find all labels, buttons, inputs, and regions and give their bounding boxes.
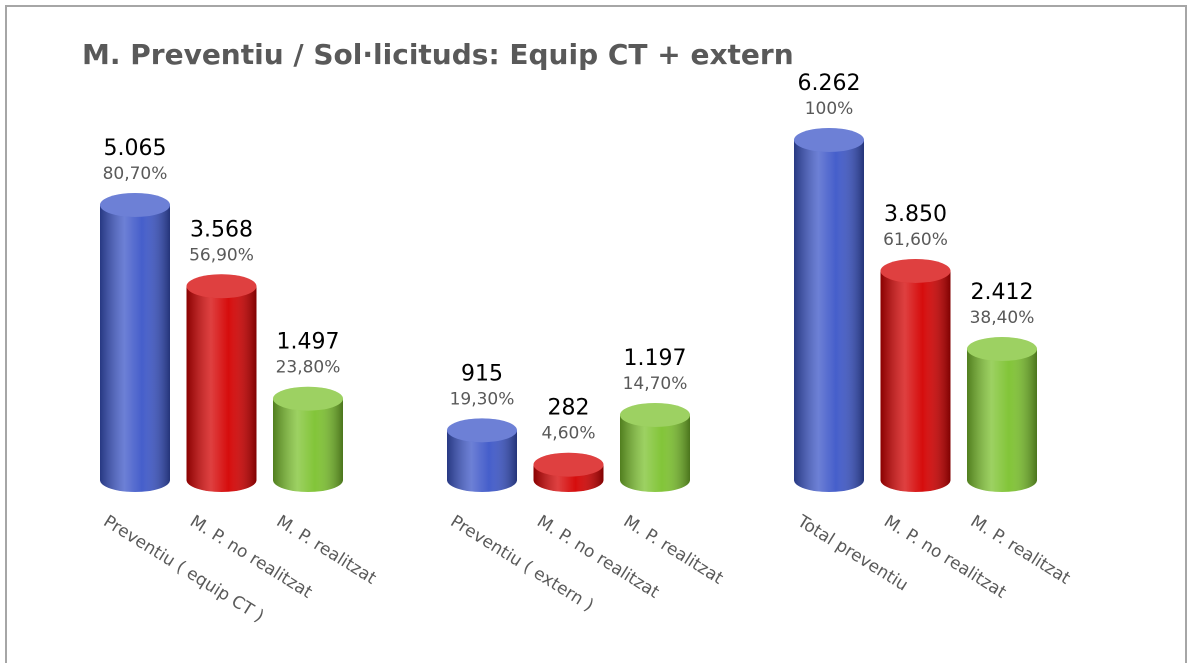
percent-label: 80,70% — [103, 164, 168, 184]
cylinder — [967, 337, 1037, 492]
value-label: 3.568 — [190, 217, 253, 242]
cylinder — [533, 452, 604, 492]
value-label: 282 — [548, 396, 590, 421]
percent-label: 100% — [805, 99, 854, 119]
cylinder-shade — [100, 204, 170, 493]
percent-label: 23,80% — [276, 358, 341, 378]
cylinder-top-light — [273, 386, 343, 411]
cylinder — [186, 274, 257, 492]
cylinder-shade — [186, 286, 257, 492]
cylinder-top — [100, 192, 170, 217]
percent-label: 61,60% — [883, 230, 948, 250]
cylinder — [100, 192, 170, 493]
percent-label: 4,60% — [541, 424, 595, 444]
value-label: 915 — [461, 361, 503, 386]
cylinder-top — [186, 274, 257, 299]
percent-label: 14,70% — [623, 374, 688, 394]
cylinder-top-light — [880, 258, 951, 283]
cylinder-top-light — [186, 274, 257, 299]
cylinder-top-light — [794, 128, 864, 152]
cylinder-top-light — [967, 337, 1037, 362]
cylinder-top — [880, 258, 951, 283]
cylinder — [880, 258, 951, 492]
cylinder-top-light — [533, 452, 604, 477]
cylinder-shade — [967, 349, 1037, 492]
percent-label: 56,90% — [189, 245, 254, 265]
cylinder-top — [533, 452, 604, 477]
cylinder-top — [967, 337, 1037, 362]
chart-title: M. Preventiu / Sol·licituds: Equip CT + … — [82, 38, 794, 71]
cylinder — [794, 128, 864, 492]
value-label: 6.262 — [798, 71, 861, 96]
cylinder-shade — [880, 270, 951, 492]
cylinder-shade — [273, 398, 343, 492]
cylinder-top — [273, 386, 343, 411]
value-label: 1.497 — [277, 330, 340, 355]
cylinder-top — [620, 403, 690, 428]
cylinder-top — [447, 418, 517, 443]
value-label: 2.412 — [971, 280, 1034, 305]
cylinder-shade — [794, 140, 864, 492]
cylinder-shade — [620, 415, 690, 492]
cylinder — [273, 386, 343, 492]
value-label: 1.197 — [624, 346, 687, 371]
cylinder — [447, 418, 517, 492]
value-label: 5.065 — [104, 136, 167, 161]
cylinder-shade — [447, 430, 517, 492]
value-label: 3.850 — [884, 202, 947, 227]
cylinder — [620, 403, 690, 492]
cylinder-top — [794, 128, 864, 152]
cylinder-top-light — [447, 418, 517, 443]
cylinder-top-light — [100, 192, 170, 217]
percent-label: 19,30% — [450, 389, 515, 409]
cylinder-top-light — [620, 403, 690, 428]
percent-label: 38,40% — [970, 308, 1035, 328]
